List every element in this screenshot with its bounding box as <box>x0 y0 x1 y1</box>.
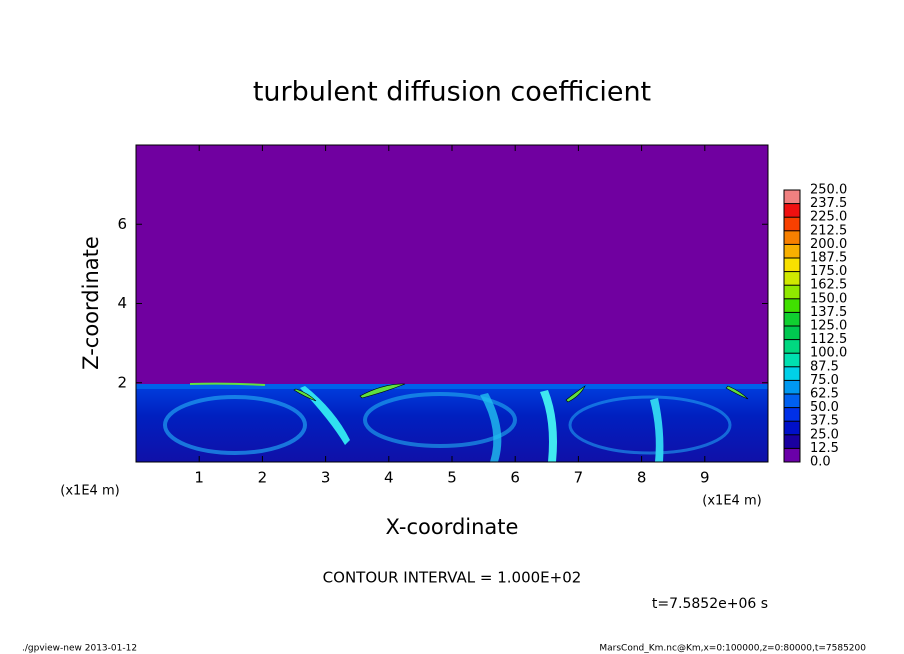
colorbar-label: 12.5 <box>810 441 839 456</box>
patch <box>725 385 749 400</box>
colorbar-label: 62.5 <box>810 387 839 402</box>
colorbar-label: 125.0 <box>810 319 847 334</box>
colorbar-bin <box>784 421 800 435</box>
x-tick-label: 5 <box>447 469 457 487</box>
colorbar-bin <box>784 448 800 462</box>
eddy <box>163 395 307 455</box>
patch <box>565 385 586 403</box>
x-tick-label: 9 <box>700 469 710 487</box>
time-label: t=7.5852e+06 s <box>652 596 768 612</box>
x-tick-label: 4 <box>384 469 394 487</box>
y-tick-label: 6 <box>117 215 127 233</box>
colorbar-bin <box>784 244 800 258</box>
colorbar-bin <box>784 394 800 408</box>
colorbar-label: 75.0 <box>810 373 839 388</box>
mixed-layer-top <box>136 384 768 389</box>
colorbar-label: 162.5 <box>810 278 847 293</box>
field <box>136 145 768 462</box>
colorbar-bin <box>784 203 800 218</box>
patch <box>189 382 266 386</box>
patch <box>359 383 406 399</box>
x-tick-label: 8 <box>637 469 647 487</box>
plume <box>480 393 502 462</box>
colorbar-bin <box>784 285 800 299</box>
colorbar-label: 187.5 <box>810 251 847 266</box>
x-tick-label: 1 <box>194 469 204 487</box>
eddy <box>568 395 732 455</box>
colorbar-label: 150.0 <box>810 291 847 306</box>
colorbar-label: 212.5 <box>810 223 847 238</box>
patch <box>293 388 317 402</box>
colorbar-bin <box>784 298 800 313</box>
x-unit-label: (x1E4 m) <box>702 494 761 509</box>
colorbar-bin <box>784 312 800 326</box>
colorbar-label: 112.5 <box>810 332 847 347</box>
x-axis-title: X-coordinate <box>386 515 519 539</box>
mixed-layer <box>136 384 768 462</box>
colorbar-bin <box>784 190 800 204</box>
colorbar-bin <box>784 258 800 272</box>
x-tick-label: 2 <box>258 469 268 487</box>
eddy <box>363 392 517 448</box>
colorbar-label: 100.0 <box>810 346 847 361</box>
colorbar-bin <box>784 407 800 422</box>
y-tick-label: 4 <box>117 294 127 312</box>
colorbar-bin <box>784 434 800 449</box>
plume <box>650 398 664 462</box>
colorbar-label: 37.5 <box>810 414 839 429</box>
footer-right: MarsCond_Km.nc@Km,x=0:100000,z=0:80000,t… <box>599 644 866 654</box>
colorbar-label: 87.5 <box>810 359 839 374</box>
colorbar-label: 225.0 <box>810 210 847 225</box>
y-axis-title: Z-coordinate <box>79 236 103 370</box>
footer-left: ./gpview-new 2013-01-12 <box>22 644 137 654</box>
colorbar-bin <box>784 339 800 354</box>
colorbar-label: 0.0 <box>810 455 831 470</box>
colorbar-label: 25.0 <box>810 427 839 442</box>
x-unit-label: (x1E4 m) <box>60 484 119 499</box>
colorbar-bin <box>784 217 800 231</box>
y-tick-label: 2 <box>117 373 127 391</box>
colorbar-label: 137.5 <box>810 305 847 320</box>
x-tick-label: 3 <box>321 469 331 487</box>
colorbar-bin <box>784 230 800 245</box>
colorbar-label: 50.0 <box>810 400 839 415</box>
plume <box>540 390 557 462</box>
x-tick-label: 7 <box>574 469 584 487</box>
colorbar-bin <box>784 380 800 394</box>
colorbar-label: 250.0 <box>810 183 847 198</box>
colorbar-label: 200.0 <box>810 237 847 252</box>
colorbar-label: 237.5 <box>810 196 847 211</box>
colorbar-bin <box>784 353 800 367</box>
colorbar-label: 175.0 <box>810 264 847 279</box>
colorbar-bin <box>784 366 800 381</box>
x-tick-label: 6 <box>510 469 520 487</box>
colorbar-bin <box>784 271 800 286</box>
plume <box>300 386 350 445</box>
colorbar-bin <box>784 326 800 340</box>
contour-interval: CONTOUR INTERVAL = 1.000E+02 <box>323 569 582 587</box>
chart-title: turbulent diffusion coefficient <box>253 77 651 108</box>
